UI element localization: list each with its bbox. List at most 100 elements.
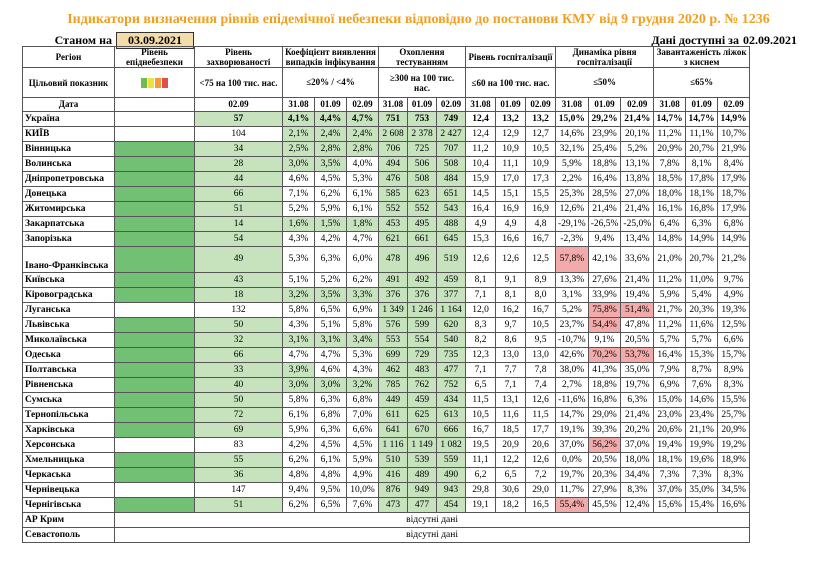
beds-value: 11,1% — [685, 126, 719, 142]
detection-value: 6,3% — [314, 422, 347, 438]
incidence-value: 34 — [194, 141, 283, 157]
region-row: Кіровоградська 18 3,2% 3,5% 3,3% 376 376 377 7,1… — [22, 287, 751, 303]
region-row: Полтавська 33 3,9% 4,6% 4,3% 462 483 477 7,1 7,7 7… — [22, 362, 751, 378]
hosp-value: 4,9 — [465, 216, 496, 232]
detection-value: 4,2% — [314, 231, 347, 247]
dynamics-value: 33,9% — [587, 287, 622, 303]
region-row: Одеська 66 4,7% 4,7% 5,3% 699 729 735 12,3 13,0 13… — [22, 347, 751, 363]
beds-value: 10,7% — [717, 126, 751, 142]
date-cell: 31.08 — [378, 97, 408, 112]
hosp-value: 12,4 — [465, 111, 496, 127]
beds-value: 12,5% — [717, 317, 751, 333]
level-cell — [114, 272, 195, 288]
beds-value: 7,6% — [685, 377, 719, 393]
hosp-value: 9,7 — [495, 317, 526, 333]
hosp-value: 11,5 — [525, 407, 556, 423]
detection-value: 6,6% — [346, 422, 379, 438]
region-name: КИЇВ — [22, 126, 115, 142]
hosp-value: 13,1 — [495, 392, 526, 408]
incidence-value: 50 — [194, 317, 283, 333]
beds-value: 37,0% — [653, 482, 687, 498]
hosp-value: 12,4 — [465, 126, 496, 142]
hosp-value: 16,7 — [525, 231, 556, 247]
indicators-table: Регіон Рівень епіднебезпеки Рівень захво… — [22, 46, 751, 543]
beds-value: 20,7% — [685, 141, 719, 157]
dynamics-value: 21,4% — [587, 201, 622, 217]
testing-value: 495 — [407, 216, 437, 232]
incidence-value: 51 — [194, 497, 283, 513]
date-cell: 01.09 — [407, 97, 437, 112]
hosp-value: 8,0 — [525, 287, 556, 303]
region-row: Рівненська 40 3,0% 3,0% 3,2% 785 762 752 6,5 7,1 7… — [22, 377, 751, 393]
detection-value: 5,3% — [282, 246, 315, 273]
dynamics-value: 18,0% — [620, 452, 655, 468]
level-cell — [114, 302, 195, 318]
hosp-value: 9,1 — [495, 272, 526, 288]
hosp-value: 19,1 — [465, 497, 496, 513]
detection-value: 4,7% — [282, 347, 315, 363]
beds-value: 23,0% — [653, 407, 687, 423]
header-region: Регіон — [22, 46, 115, 68]
testing-value: 519 — [436, 246, 466, 273]
region-name: Херсонська — [22, 437, 115, 453]
detection-value: 3,0% — [314, 377, 347, 393]
hosp-value: 11,5 — [465, 392, 496, 408]
beds-value: 16,8% — [685, 201, 719, 217]
testing-value: 1 164 — [436, 302, 466, 318]
region-row: КИЇВ 104 2,1% 2,4% 2,4% 2 608 2 378 2 427 12,4 12… — [22, 126, 751, 142]
detection-value: 4,4% — [314, 111, 347, 127]
region-name: Хмельницька — [22, 452, 115, 468]
region-row: Херсонська 83 4,2% 4,5% 4,5% 1 116 1 149 1 082 1… — [22, 437, 751, 453]
dynamics-value: 75,8% — [587, 302, 622, 318]
detection-value: 3,1% — [282, 332, 315, 348]
hosp-value: 10,5 — [525, 317, 556, 333]
no-data-row: АР Крим відсутні дані — [22, 512, 751, 528]
date-cell: 31.08 — [555, 97, 589, 112]
as-of: Станом на 03.09.2021 — [40, 32, 194, 49]
dynamics-value: 21,4% — [620, 407, 655, 423]
detection-value: 7,6% — [346, 497, 379, 513]
dynamics-value: -2,3% — [555, 231, 589, 247]
dynamics-value: 25,4% — [587, 141, 622, 157]
header-dynamics: Динаміка рівня госпіталізації — [554, 46, 655, 68]
level-cell — [114, 422, 195, 438]
hosp-value: 12,3 — [465, 347, 496, 363]
beds-value: 7,8% — [653, 156, 687, 172]
detection-value: 5,2% — [314, 272, 347, 288]
beds-value: 18,1% — [653, 452, 687, 468]
incidence-value: 40 — [194, 377, 283, 393]
detection-value: 4,7% — [346, 111, 379, 127]
testing-value: 762 — [407, 377, 437, 393]
dynamics-value: 56,2% — [587, 437, 622, 453]
dynamics-value: 28,5% — [587, 186, 622, 202]
header-detection: Коефіцієнт виявлення випадків інфікуванн… — [282, 46, 379, 68]
dynamics-value: 5,9% — [555, 156, 589, 172]
beds-value: 14,9% — [685, 231, 719, 247]
detection-value: 5,3% — [346, 171, 379, 187]
region-row: Закарпатська 14 1,6% 1,5% 1,8% 453 495 488 4,9 4,… — [22, 216, 751, 232]
dynamics-value: 18,8% — [587, 377, 622, 393]
beds-value: 21,1% — [685, 422, 719, 438]
beds-value: 6,6% — [717, 332, 751, 348]
region-row: Чернігівська 51 6,2% 6,5% 7,6% 473 477 454 19,1 1… — [22, 497, 751, 513]
hosp-value: 7,8 — [525, 362, 556, 378]
region-name: Одеська — [22, 347, 115, 363]
region-row: Вінницька 34 2,5% 2,8% 2,8% 706 725 707 11,2 10,9… — [22, 141, 751, 157]
dynamics-value: 13,4% — [620, 231, 655, 247]
testing-value: 492 — [407, 272, 437, 288]
level-cell — [114, 317, 195, 333]
level-cell — [114, 126, 195, 142]
hosp-value: 17,3 — [525, 171, 556, 187]
incidence-value: 66 — [194, 347, 283, 363]
region-row: Черкаська 36 4,8% 4,8% 4,9% 416 489 490 6,2 6,5 7,… — [22, 467, 751, 483]
dynamics-value: 20,1% — [620, 126, 655, 142]
dynamics-value: 27,9% — [587, 482, 622, 498]
detection-value: 2,5% — [282, 141, 315, 157]
date-cell: 01.09 — [314, 97, 347, 112]
incidence-value: 104 — [194, 126, 283, 142]
detection-value: 6,3% — [314, 246, 347, 273]
dynamics-value: 12,6% — [555, 201, 589, 217]
testing-value: 751 — [378, 111, 408, 127]
hosp-value: 15,9 — [465, 171, 496, 187]
detection-value: 3,1% — [314, 332, 347, 348]
